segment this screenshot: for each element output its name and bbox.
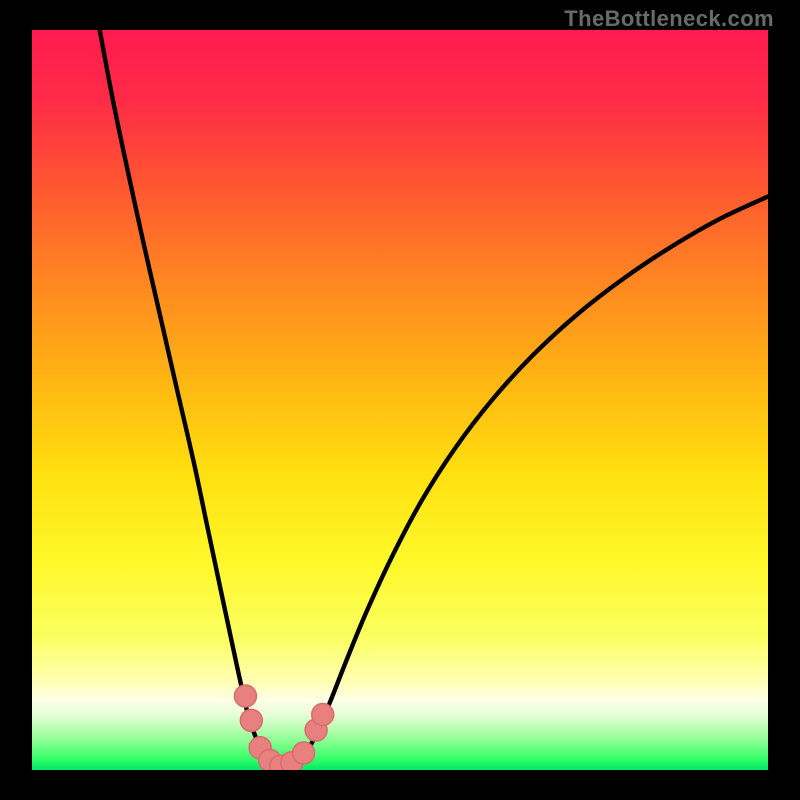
- plot-background: [32, 30, 768, 770]
- marker-point: [293, 742, 315, 764]
- chart-svg: [32, 30, 768, 770]
- marker-point: [240, 709, 262, 731]
- watermark-text: TheBottleneck.com: [564, 6, 774, 32]
- marker-point: [312, 704, 334, 726]
- chart-frame: [32, 30, 768, 770]
- marker-point: [234, 685, 256, 707]
